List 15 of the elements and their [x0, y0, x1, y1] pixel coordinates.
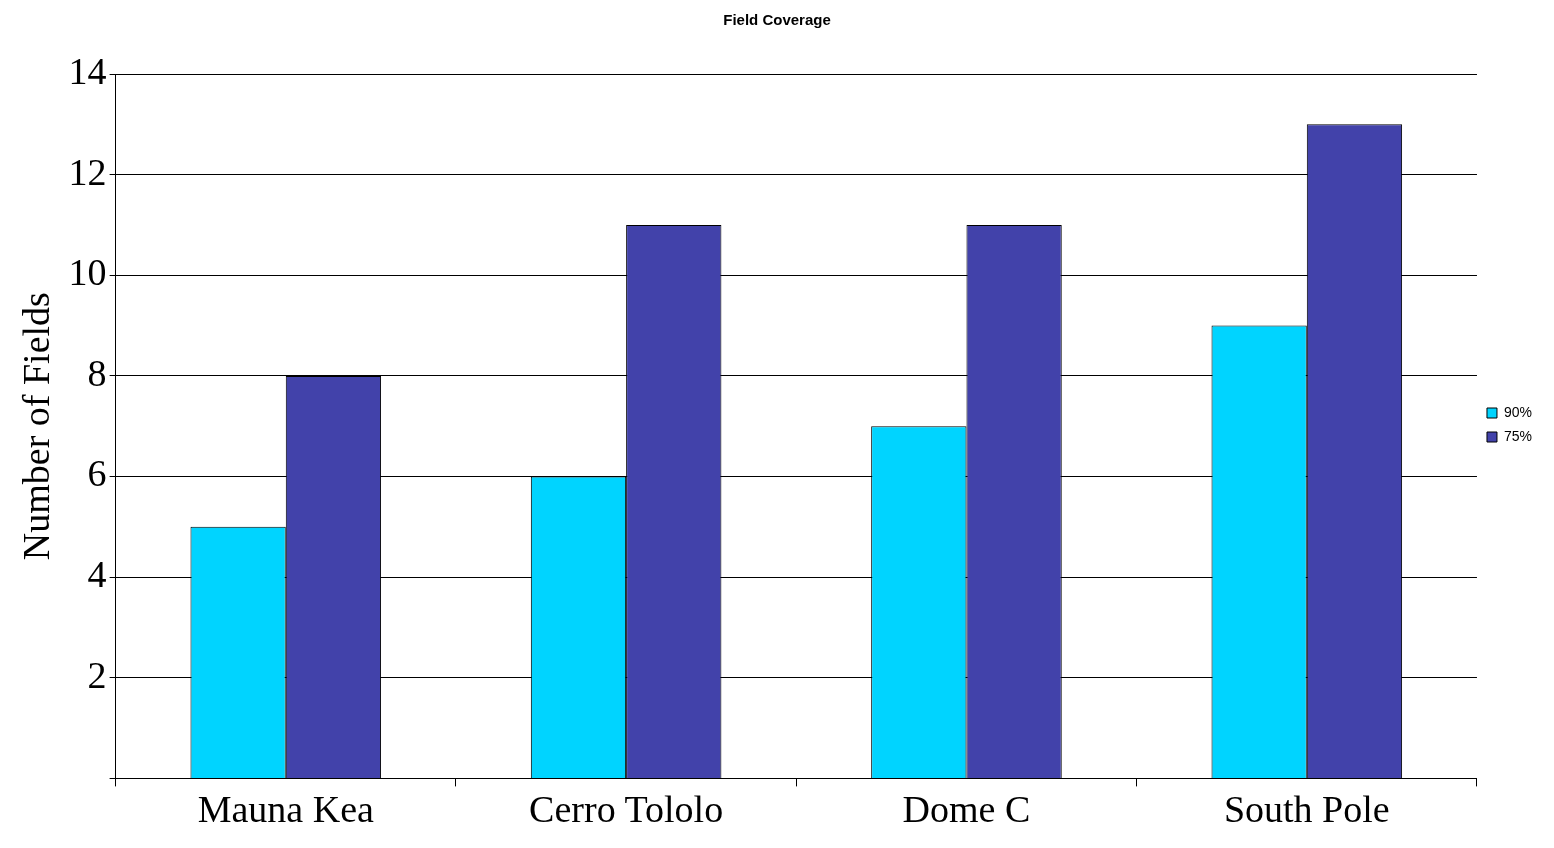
x-tick-label: Dome C — [902, 788, 1031, 831]
y-tick-label: 12 — [68, 150, 107, 193]
legend-label: 75% — [1503, 427, 1533, 444]
y-tick-label: 8 — [87, 351, 107, 394]
x-tick-label: South Pole — [1223, 788, 1390, 831]
x-tick-label: Mauna Kea — [197, 788, 374, 831]
y-tick-label: 10 — [68, 251, 107, 294]
y-tick-label: 2 — [87, 653, 107, 696]
y-tick-label: 14 — [68, 49, 107, 92]
chart-title: Field Coverage — [723, 11, 831, 29]
y-axis-title: Number of Fields — [14, 292, 57, 561]
y-tick-label: 4 — [87, 553, 107, 596]
y-tick-label: 6 — [87, 452, 107, 495]
x-tick-label: Cerro Tololo — [529, 788, 724, 831]
legend-label: 90% — [1503, 403, 1533, 420]
